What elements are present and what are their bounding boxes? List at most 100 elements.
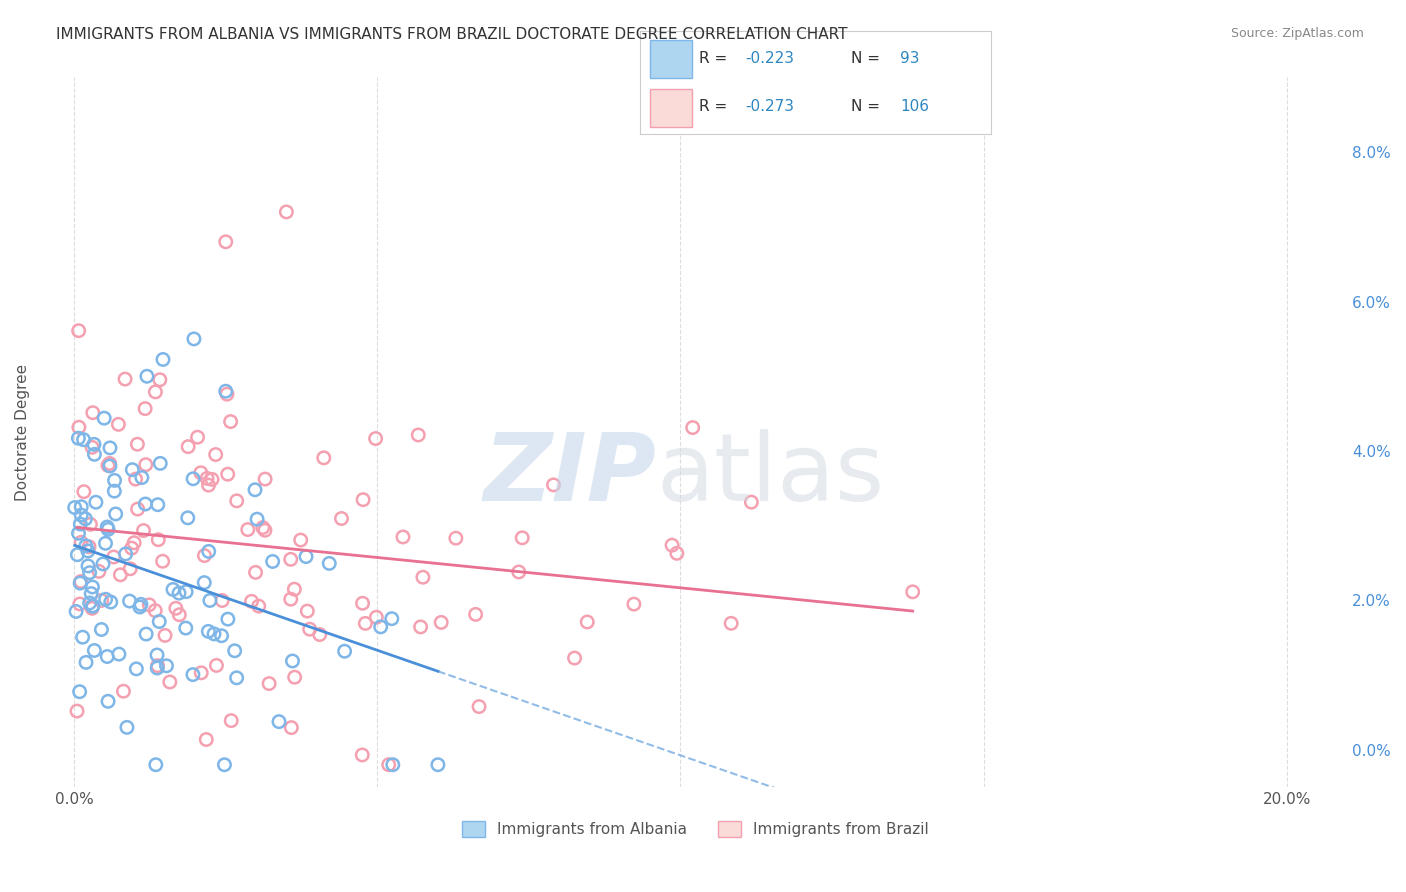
Text: R =: R = bbox=[700, 99, 733, 113]
Text: N =: N = bbox=[851, 99, 884, 113]
Point bbox=[79, 596, 101, 610]
Point bbox=[190, 665, 212, 680]
Point bbox=[352, 747, 374, 762]
Point bbox=[205, 658, 228, 673]
Point bbox=[83, 447, 105, 461]
Point bbox=[98, 457, 121, 471]
Point bbox=[190, 466, 212, 480]
Point bbox=[80, 601, 103, 615]
Point bbox=[211, 593, 233, 607]
Point bbox=[195, 732, 218, 747]
Point bbox=[543, 478, 565, 492]
Point bbox=[66, 704, 89, 718]
Point bbox=[82, 406, 104, 420]
Point bbox=[67, 526, 90, 541]
Point bbox=[412, 570, 434, 584]
Point bbox=[98, 458, 121, 473]
Point bbox=[152, 554, 174, 568]
Point bbox=[193, 575, 215, 590]
Point bbox=[124, 472, 146, 486]
Point bbox=[165, 601, 187, 615]
Point bbox=[661, 538, 683, 552]
Text: 93: 93 bbox=[900, 52, 920, 66]
Point bbox=[225, 671, 247, 685]
Point bbox=[204, 448, 226, 462]
Point bbox=[75, 512, 97, 526]
Point bbox=[284, 670, 307, 684]
Point bbox=[177, 511, 200, 525]
Point bbox=[181, 667, 204, 681]
Point bbox=[104, 507, 127, 521]
FancyBboxPatch shape bbox=[650, 40, 693, 78]
Point bbox=[94, 536, 117, 550]
Point bbox=[69, 684, 91, 698]
Point bbox=[70, 535, 93, 549]
Point bbox=[366, 610, 388, 624]
Point bbox=[67, 420, 90, 434]
Point bbox=[70, 500, 93, 514]
Point bbox=[115, 720, 138, 734]
Point bbox=[381, 612, 404, 626]
Point bbox=[665, 546, 688, 560]
Text: 106: 106 bbox=[900, 99, 929, 113]
Text: atlas: atlas bbox=[657, 429, 884, 521]
Point bbox=[152, 352, 174, 367]
Point bbox=[159, 675, 181, 690]
Point bbox=[149, 456, 172, 470]
Point bbox=[276, 205, 298, 219]
Point bbox=[214, 757, 236, 772]
Point bbox=[79, 517, 101, 532]
Point bbox=[145, 757, 167, 772]
Point bbox=[197, 624, 219, 639]
Point bbox=[297, 604, 319, 618]
Point bbox=[181, 472, 204, 486]
Point bbox=[107, 417, 129, 432]
Point bbox=[352, 492, 374, 507]
Point bbox=[82, 599, 104, 614]
Point bbox=[308, 627, 330, 641]
Point bbox=[75, 539, 97, 553]
Point bbox=[143, 604, 166, 618]
Point bbox=[267, 714, 290, 729]
Point bbox=[138, 598, 160, 612]
Point bbox=[94, 592, 117, 607]
Point bbox=[82, 580, 104, 594]
Point bbox=[79, 566, 101, 580]
Point bbox=[330, 511, 353, 525]
Point bbox=[75, 656, 97, 670]
Point bbox=[247, 599, 270, 614]
Point bbox=[122, 535, 145, 549]
Text: Source: ZipAtlas.com: Source: ZipAtlas.com bbox=[1230, 27, 1364, 40]
Point bbox=[114, 547, 136, 561]
Point bbox=[352, 596, 374, 610]
Point bbox=[564, 651, 586, 665]
Point bbox=[114, 372, 136, 386]
Point bbox=[202, 627, 225, 641]
Point bbox=[82, 599, 104, 613]
Point bbox=[100, 595, 122, 609]
Point bbox=[108, 647, 131, 661]
Point bbox=[217, 467, 239, 482]
Point bbox=[135, 627, 157, 641]
Point bbox=[69, 597, 91, 611]
Point bbox=[69, 576, 91, 591]
Point bbox=[148, 533, 170, 547]
Point bbox=[76, 544, 98, 558]
Point bbox=[72, 630, 94, 644]
Point bbox=[215, 384, 238, 399]
Point bbox=[131, 470, 153, 484]
Point bbox=[148, 615, 170, 629]
Point bbox=[392, 530, 415, 544]
Point bbox=[576, 615, 599, 629]
Point bbox=[333, 644, 356, 658]
Point bbox=[121, 541, 143, 555]
Point bbox=[177, 440, 200, 454]
Point bbox=[252, 520, 274, 534]
Point bbox=[98, 441, 121, 455]
Point bbox=[162, 582, 184, 597]
Point bbox=[253, 524, 276, 538]
Point bbox=[215, 387, 238, 401]
Point bbox=[720, 616, 742, 631]
Point bbox=[70, 574, 93, 589]
Point bbox=[127, 437, 149, 451]
